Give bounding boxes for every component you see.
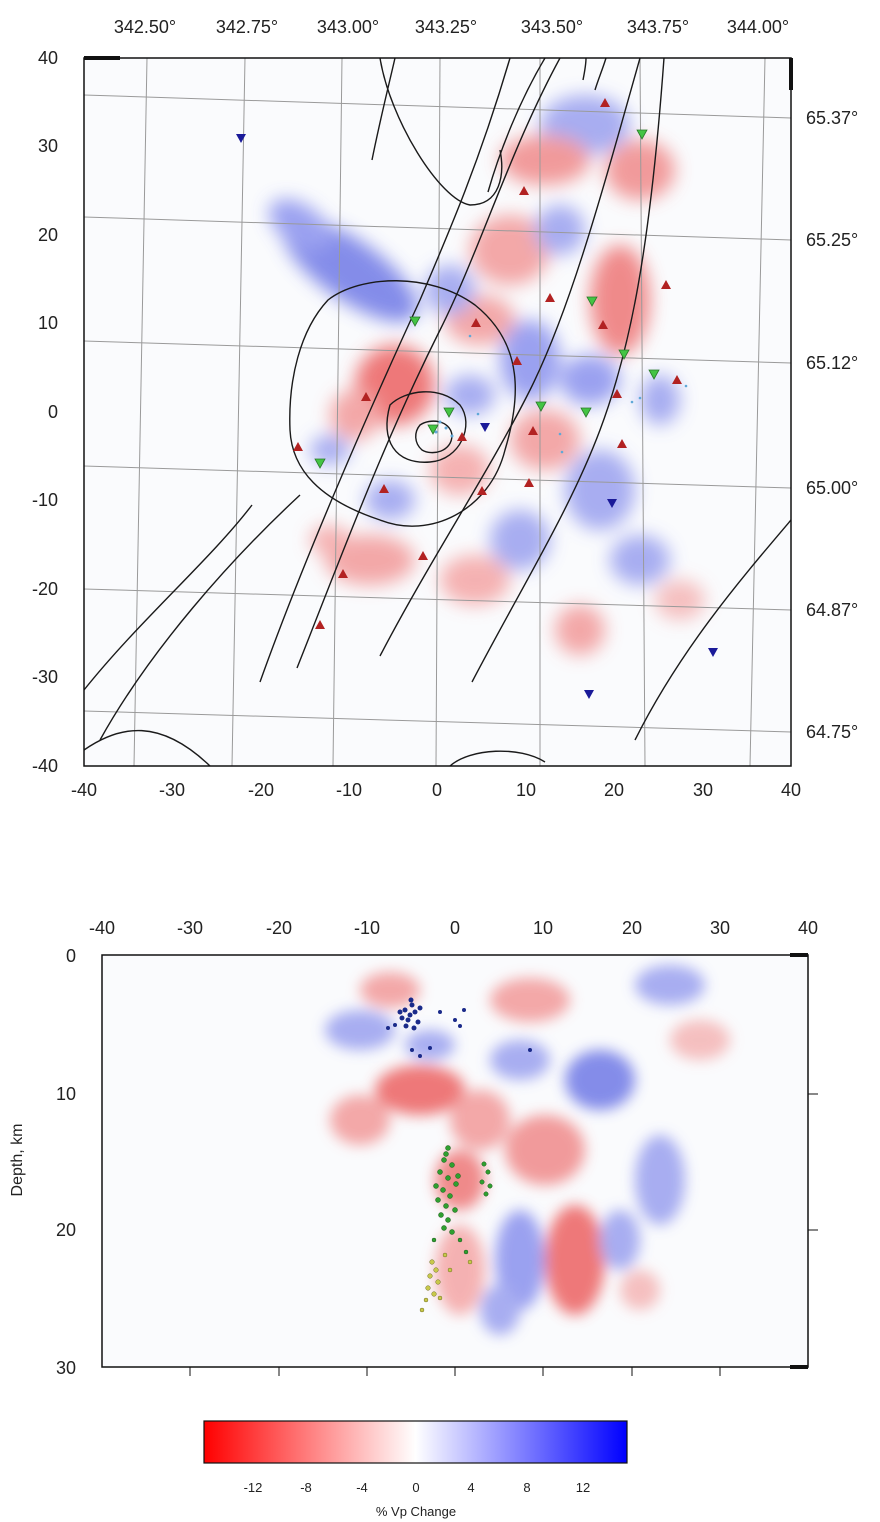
colorbar-tick: -8 xyxy=(300,1480,312,1495)
green-triangle-markers xyxy=(314,129,660,469)
section-x-tick: 40 xyxy=(798,918,818,938)
map-x-tick: 0 xyxy=(432,780,442,800)
map-x-tick: 20 xyxy=(604,780,624,800)
map-graticule xyxy=(84,58,791,766)
hypocenter-clusters xyxy=(386,997,532,1313)
colorbar: -12 -8 -4 0 4 8 12 % Vp Change xyxy=(203,1420,628,1519)
longitude-labels: 342.50° 342.75° 343.00° 343.25° 343.50° … xyxy=(114,17,789,37)
blue-triangle-markers xyxy=(236,134,718,699)
map-y-tick: 0 xyxy=(48,402,58,422)
map-x-tick: 30 xyxy=(693,780,713,800)
section-x-tick: -30 xyxy=(177,918,203,938)
map-frame xyxy=(83,57,792,767)
longitude-label: 343.25° xyxy=(415,17,477,37)
section-y-tick: 20 xyxy=(56,1220,76,1240)
map-y-tick-labels: 40 30 20 10 0 -10 -20 -30 -40 xyxy=(32,48,58,776)
depth-section-panel xyxy=(101,953,818,1376)
map-epicenter-dots xyxy=(434,334,688,454)
map-x-tick: 40 xyxy=(781,780,801,800)
section-y-tick: 0 xyxy=(66,946,76,966)
longitude-label: 342.50° xyxy=(114,17,176,37)
deep-hypocenters xyxy=(431,1145,493,1255)
map-x-tick: -30 xyxy=(159,780,185,800)
longitude-label: 343.00° xyxy=(317,17,379,37)
colorbar-tick: 8 xyxy=(523,1480,530,1495)
section-anomaly-field xyxy=(325,965,730,1335)
map-x-tick: -10 xyxy=(336,780,362,800)
section-y-tick: 10 xyxy=(56,1084,76,1104)
red-triangle-markers xyxy=(293,98,682,629)
section-x-tick: 20 xyxy=(622,918,642,938)
shallow-hypocenters xyxy=(386,997,532,1058)
longitude-label: 343.50° xyxy=(521,17,583,37)
latitude-label: 64.87° xyxy=(806,600,858,620)
colorbar-tick: -12 xyxy=(244,1480,263,1495)
colorbar-gradient xyxy=(203,1420,628,1464)
longitude-label: 344.00° xyxy=(727,17,789,37)
longitude-label: 343.75° xyxy=(627,17,689,37)
section-x-tick: 0 xyxy=(450,918,460,938)
section-x-tick: -40 xyxy=(89,918,115,938)
colorbar-tick: 12 xyxy=(576,1480,590,1495)
map-y-tick: -10 xyxy=(32,490,58,510)
map-y-tick: -20 xyxy=(32,579,58,599)
section-x-tick: 30 xyxy=(710,918,730,938)
colorbar-tick: 0 xyxy=(412,1480,419,1495)
map-y-tick: 10 xyxy=(38,313,58,333)
map-x-tick-labels: -40 -30 -20 -10 0 10 20 30 40 xyxy=(71,780,801,800)
map-y-tick: 40 xyxy=(38,48,58,68)
latitude-label: 65.25° xyxy=(806,230,858,250)
map-view-panel xyxy=(83,56,793,767)
section-tick-marks xyxy=(189,1093,818,1376)
latitude-label: 65.12° xyxy=(806,353,858,373)
section-y-tick: 30 xyxy=(56,1358,76,1378)
section-y-tick-labels: 0 10 20 30 xyxy=(56,946,76,1378)
colorbar-tick: 4 xyxy=(467,1480,474,1495)
map-stations xyxy=(236,98,718,699)
map-x-tick: -40 xyxy=(71,780,97,800)
colorbar-tick: -4 xyxy=(356,1480,368,1495)
latitude-label: 64.75° xyxy=(806,722,858,742)
latitude-label: 65.37° xyxy=(806,108,858,128)
map-y-tick: -40 xyxy=(32,756,58,776)
map-y-tick: -30 xyxy=(32,667,58,687)
colorbar-title: % Vp Change xyxy=(376,1504,456,1519)
map-anomaly-field xyxy=(269,95,705,655)
section-x-tick: -20 xyxy=(266,918,292,938)
map-x-tick: 10 xyxy=(516,780,536,800)
latitude-label: 65.00° xyxy=(806,478,858,498)
deepest-hypocenters xyxy=(419,1252,473,1313)
section-x-tick: -10 xyxy=(354,918,380,938)
map-y-tick: 30 xyxy=(38,136,58,156)
section-x-tick-labels: -40 -30 -20 -10 0 10 20 30 40 xyxy=(89,918,818,938)
section-x-tick: 10 xyxy=(533,918,553,938)
longitude-label: 342.75° xyxy=(216,17,278,37)
map-x-tick: -20 xyxy=(248,780,274,800)
section-y-axis-title: Depth, km xyxy=(9,1124,26,1197)
map-y-tick: 20 xyxy=(38,225,58,245)
latitude-labels: 65.37° 65.25° 65.12° 65.00° 64.87° 64.75… xyxy=(806,108,858,742)
